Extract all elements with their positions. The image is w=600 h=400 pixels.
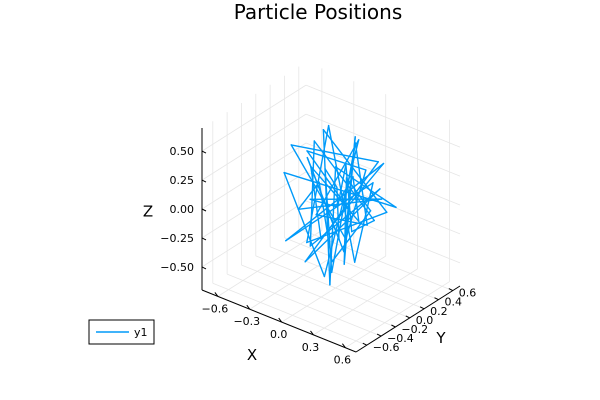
- x-tick-label-0: −0.6: [202, 302, 229, 315]
- z-tick-label-0: −0.50: [160, 261, 194, 274]
- series-y1-segment-15: [283, 171, 397, 209]
- x-grid-floor-1: [249, 242, 355, 310]
- y-grid-floor-6: [298, 228, 453, 291]
- x-tick-3: [310, 330, 314, 336]
- x-grid-floor-0: [217, 230, 323, 297]
- y-tick-0: [362, 342, 368, 346]
- z-tick-label-2: 0.00: [170, 203, 195, 216]
- y-tick-2: [391, 324, 396, 328]
- y-tick-6: [448, 288, 454, 292]
- z-tick-3: [201, 179, 207, 183]
- grid-layer: [201, 66, 461, 349]
- z-grid-side-1: [201, 171, 307, 239]
- series-y1-segment-40: [313, 140, 375, 222]
- x-tick-0: [214, 292, 219, 297]
- z-axis-label: Z: [143, 203, 153, 221]
- series-y1-segment-44: [304, 161, 379, 263]
- y-tick-3: [405, 315, 411, 319]
- x-grid-floor-4: [345, 281, 450, 349]
- x-tick-4: [341, 343, 346, 349]
- series-y1-segment-48: [306, 150, 367, 171]
- series-y1-segment-36: [309, 198, 339, 208]
- axes-layer: −0.6−0.30.00.30.6−0.6−0.4−0.20.00.20.40.…: [160, 128, 476, 367]
- z-grid-back-3: [305, 113, 461, 177]
- series-y1-segment-39: [351, 219, 375, 233]
- y-axis-label: Y: [435, 329, 446, 347]
- series-y1-segment-42: [309, 188, 381, 247]
- y-tick-1: [376, 333, 382, 337]
- series-y1-segment-29: [343, 177, 348, 265]
- series-y1-segment-37: [336, 163, 347, 208]
- chart-title: Particle Positions: [234, 0, 403, 24]
- y-tick-4: [419, 306, 425, 310]
- series-y1-segment-47: [345, 169, 367, 240]
- x-tick-label-4: 0.6: [334, 354, 352, 367]
- y-grid-floor-5: [284, 237, 439, 301]
- series-y1-segment-49: [306, 150, 353, 215]
- z-grid-back-4: [305, 84, 461, 148]
- y-tick-label-5: 0.4: [445, 296, 463, 309]
- series-y1-segment-31: [331, 210, 372, 263]
- data-layer: [283, 124, 397, 286]
- series-y1-segment-41: [309, 140, 315, 247]
- z-grid-side-2: [201, 142, 307, 210]
- legend: y1: [88, 319, 155, 345]
- z-tick-label-1: −0.25: [160, 232, 194, 245]
- y-tick-label-1: −0.4: [387, 332, 414, 345]
- x-grid-floor-2: [281, 255, 386, 323]
- x-tick-label-2: 0.0: [270, 328, 288, 341]
- series-y1-segment-24: [336, 186, 340, 241]
- y-tick-label-3: 0.0: [416, 314, 434, 327]
- z-grid-side-4: [201, 84, 307, 152]
- series-y1-segment-45: [290, 144, 379, 163]
- z-tick-label-3: 0.25: [170, 174, 195, 187]
- x-tick-label-3: 0.3: [302, 341, 320, 354]
- z-tick-0: [201, 266, 207, 270]
- z-grid-back-0: [305, 200, 461, 264]
- y-tick-label-4: 0.2: [430, 305, 448, 318]
- legend-label-y1: y1: [134, 326, 148, 339]
- y-grid-floor-0: [212, 282, 367, 346]
- series-y1-segment-23: [324, 168, 338, 189]
- z-tick-label-4: 0.50: [170, 145, 195, 158]
- series-y1-segment-16: [283, 171, 326, 278]
- y-grid-floor-2: [241, 264, 396, 328]
- x-grid-floor-3: [313, 268, 418, 336]
- y-grid-floor-1: [226, 273, 382, 337]
- y-tick-label-6: 0.6: [459, 287, 477, 300]
- x-tick-2: [278, 317, 283, 323]
- series-y1-segment-8: [327, 124, 356, 263]
- y-tick-5: [434, 297, 439, 301]
- x-axis-label: X: [247, 346, 257, 364]
- z-grid-side-3: [201, 113, 307, 181]
- series-y1-segment-43: [304, 188, 381, 263]
- series-y1-segment-46: [290, 144, 347, 240]
- z-tick-2: [201, 208, 207, 212]
- z-grid-side-0: [201, 200, 307, 268]
- series-y1-segment-32: [318, 181, 333, 263]
- series-y1-segment-21: [331, 142, 357, 274]
- x-axis-line: [201, 289, 357, 353]
- series-y1-segment-14: [334, 166, 397, 209]
- x-tick-label-1: −0.3: [233, 315, 260, 328]
- series-y1-segment-7: [354, 182, 374, 263]
- z-tick-1: [201, 237, 207, 241]
- y-grid-floor-4: [269, 246, 425, 310]
- x-tick-1: [246, 304, 251, 310]
- y-grid-floor-3: [255, 255, 410, 319]
- z-tick-4: [201, 150, 207, 154]
- y-axis-line: [355, 285, 461, 353]
- y-tick-label-0: −0.6: [373, 341, 400, 354]
- y-tick-label-2: −0.2: [401, 323, 428, 336]
